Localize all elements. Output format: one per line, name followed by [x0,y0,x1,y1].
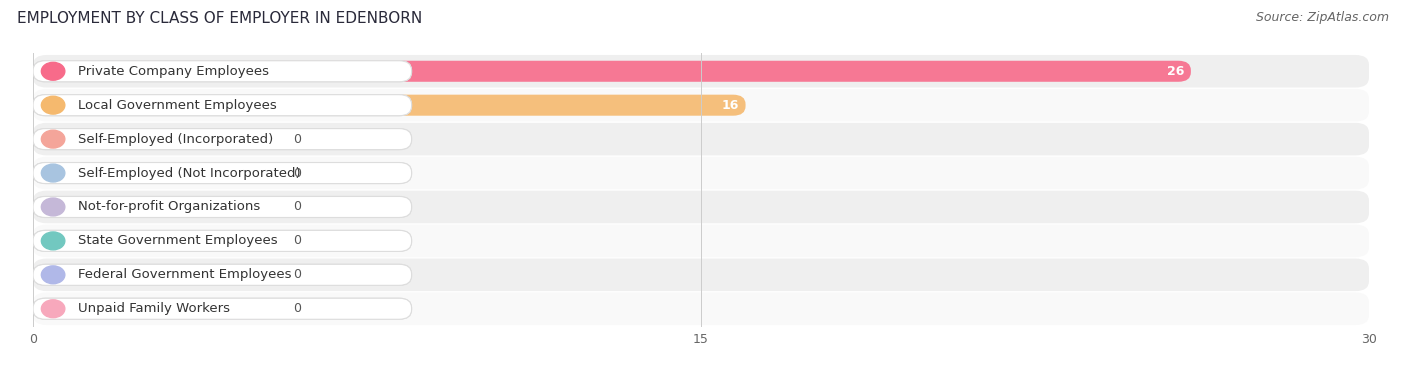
FancyBboxPatch shape [34,264,412,285]
Text: Unpaid Family Workers: Unpaid Family Workers [77,302,229,315]
Circle shape [41,96,65,114]
Text: Local Government Employees: Local Government Employees [77,99,277,112]
Text: 0: 0 [294,302,301,315]
FancyBboxPatch shape [34,123,1369,155]
FancyBboxPatch shape [34,129,412,150]
FancyBboxPatch shape [34,157,1369,190]
Text: 0: 0 [294,133,301,146]
FancyBboxPatch shape [34,264,412,285]
Circle shape [41,198,65,216]
FancyBboxPatch shape [34,259,1369,291]
FancyBboxPatch shape [34,162,412,183]
FancyBboxPatch shape [34,95,412,116]
Text: Self-Employed (Not Incorporated): Self-Employed (Not Incorporated) [77,167,301,179]
Circle shape [41,62,65,80]
Text: Self-Employed (Incorporated): Self-Employed (Incorporated) [77,133,273,146]
FancyBboxPatch shape [34,224,1369,257]
FancyBboxPatch shape [34,129,278,150]
Circle shape [41,198,65,216]
Text: 0: 0 [294,200,301,214]
FancyBboxPatch shape [34,95,745,116]
Text: State Government Employees: State Government Employees [77,234,277,247]
Circle shape [41,130,65,148]
FancyBboxPatch shape [34,162,412,183]
FancyBboxPatch shape [34,230,412,252]
Circle shape [41,266,65,284]
Text: Federal Government Employees: Federal Government Employees [77,268,291,281]
FancyBboxPatch shape [34,196,412,217]
FancyBboxPatch shape [34,264,278,285]
Text: Source: ZipAtlas.com: Source: ZipAtlas.com [1256,11,1389,24]
FancyBboxPatch shape [34,61,412,82]
Text: Private Company Employees: Private Company Employees [77,65,269,78]
FancyBboxPatch shape [34,191,1369,223]
FancyBboxPatch shape [34,162,278,183]
Circle shape [41,266,65,284]
Circle shape [41,232,65,250]
Text: 16: 16 [721,99,740,112]
Circle shape [41,130,65,148]
FancyBboxPatch shape [34,298,278,319]
Text: Not-for-profit Organizations: Not-for-profit Organizations [77,200,260,214]
FancyBboxPatch shape [34,293,1369,325]
FancyBboxPatch shape [34,230,412,252]
Text: 0: 0 [294,234,301,247]
FancyBboxPatch shape [34,95,412,116]
Text: EMPLOYMENT BY CLASS OF EMPLOYER IN EDENBORN: EMPLOYMENT BY CLASS OF EMPLOYER IN EDENB… [17,11,422,26]
FancyBboxPatch shape [34,298,412,319]
FancyBboxPatch shape [34,61,1191,82]
FancyBboxPatch shape [34,55,1369,88]
Circle shape [41,300,65,318]
Circle shape [41,62,65,80]
FancyBboxPatch shape [34,89,1369,121]
Circle shape [41,232,65,250]
Text: 0: 0 [294,268,301,281]
FancyBboxPatch shape [34,129,412,150]
FancyBboxPatch shape [34,298,412,319]
FancyBboxPatch shape [34,61,412,82]
FancyBboxPatch shape [34,230,278,252]
Text: 26: 26 [1167,65,1184,78]
Circle shape [41,164,65,182]
Circle shape [41,164,65,182]
Circle shape [41,300,65,318]
FancyBboxPatch shape [34,196,278,217]
Text: 0: 0 [294,167,301,179]
FancyBboxPatch shape [34,196,412,217]
Circle shape [41,96,65,114]
